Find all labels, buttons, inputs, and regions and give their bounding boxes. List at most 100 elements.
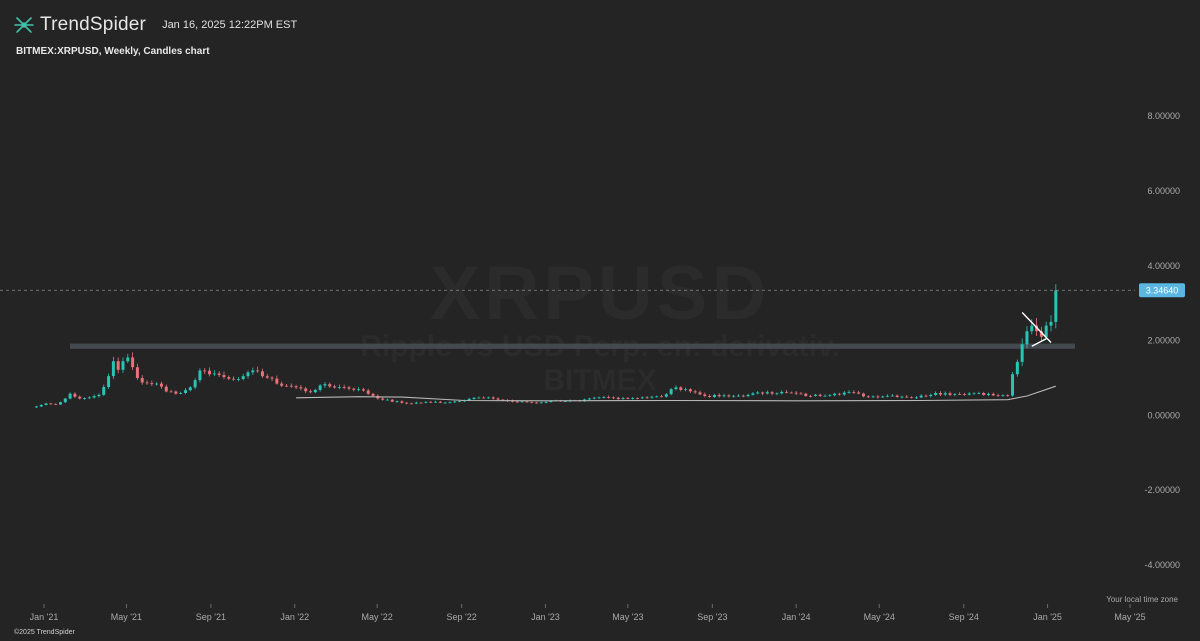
candle-body (491, 397, 495, 399)
candle-body (886, 395, 890, 397)
candle-body (828, 395, 832, 397)
candle-body (756, 392, 760, 394)
candle-body (717, 394, 721, 397)
candle-body (736, 395, 740, 397)
candle-body (631, 398, 635, 399)
candle-body (852, 392, 856, 394)
candle-body (265, 376, 269, 378)
candle-body (424, 401, 428, 403)
candle-body (222, 374, 226, 378)
candle-body (794, 392, 798, 394)
candle-body (107, 376, 111, 388)
candle-body (674, 387, 678, 390)
candle-body (967, 393, 971, 395)
candle-body (703, 394, 707, 396)
candle-body (837, 393, 841, 395)
candle-body (246, 372, 250, 377)
candle-body (140, 378, 144, 383)
candle-body (121, 361, 125, 370)
candle-body (741, 395, 745, 397)
candle-body (256, 370, 260, 372)
candle-body (611, 397, 615, 399)
candle-body (434, 401, 438, 403)
candle-body (390, 399, 394, 402)
candle-body (429, 401, 433, 403)
candle-body (111, 361, 115, 377)
candle-body (785, 391, 789, 393)
candle-body (910, 397, 914, 399)
candle-body (530, 402, 534, 404)
chart-timestamp: Jan 16, 2025 12:22PM EST (162, 19, 298, 31)
candle-body (58, 402, 62, 405)
candle-body (833, 393, 837, 396)
candle-body (68, 393, 72, 399)
candle-body (78, 396, 82, 399)
candle-body (1001, 395, 1005, 397)
moving-average-line (296, 385, 1056, 402)
candle-body (299, 387, 303, 389)
x-tick-label: Sep '24 (949, 612, 979, 622)
candle-body (309, 391, 313, 393)
brand-name: TrendSpider (40, 14, 147, 35)
candle-body (443, 402, 447, 404)
candle-body (284, 385, 288, 387)
candle-body (664, 394, 668, 397)
support-zone (70, 343, 1075, 349)
x-tick-label: Sep '23 (697, 612, 727, 622)
candle-body (751, 393, 755, 395)
last-price-tag (1139, 283, 1185, 298)
candle-body (54, 403, 58, 405)
candle-body (414, 402, 418, 404)
candle-body (400, 401, 404, 403)
candle-body (871, 396, 875, 398)
candle-body (958, 394, 962, 395)
candle-body (323, 384, 327, 386)
candle-body (260, 371, 264, 377)
candle-body (919, 395, 923, 398)
copyright-text: ©2025 TrendSpider (14, 629, 75, 636)
triangle-lower-line (1031, 338, 1047, 347)
candle-body (775, 393, 779, 395)
candle-body (135, 367, 139, 379)
candle-body (765, 392, 769, 394)
candle-body (1049, 321, 1053, 326)
candle-body (943, 393, 947, 395)
candle-body (708, 395, 712, 397)
timezone-label[interactable]: Your local time zone (1106, 595, 1178, 604)
candle-body (635, 398, 639, 399)
candle-body (203, 370, 207, 372)
x-tick-label: Jan '24 (782, 612, 811, 622)
candle-body (458, 401, 462, 403)
x-tick-label: May '23 (612, 612, 643, 622)
x-tick-label: May '21 (111, 612, 142, 622)
candle-body (501, 399, 505, 401)
x-tick-label: Jan '21 (30, 612, 59, 622)
candle-body (116, 361, 120, 370)
candle-body (313, 389, 317, 393)
candle-body (405, 402, 409, 404)
candle-body (842, 392, 846, 395)
candle-body (150, 383, 154, 385)
y-tick-label: 8.00000 (1147, 111, 1180, 121)
candle-body (453, 401, 457, 403)
brand-header: TrendSpider Jan 16, 2025 12:22PM EST (14, 14, 297, 36)
x-tick-label: May '24 (864, 612, 895, 622)
candle-body (857, 392, 861, 394)
candle-body (510, 400, 514, 402)
trendspider-logo-icon (14, 17, 34, 33)
candle-body (1025, 331, 1029, 345)
candle-body (684, 389, 688, 391)
candle-body (241, 376, 245, 380)
candle-body (227, 377, 231, 379)
candle-body (352, 388, 356, 390)
candle-body (145, 382, 149, 384)
candle-body (193, 380, 197, 388)
candle-body (337, 386, 341, 388)
candle-body (39, 404, 43, 407)
last-price-label: 3.34640 (1146, 286, 1179, 296)
candle-body (169, 391, 173, 393)
candle-body (962, 394, 966, 395)
candle-body (895, 395, 899, 397)
